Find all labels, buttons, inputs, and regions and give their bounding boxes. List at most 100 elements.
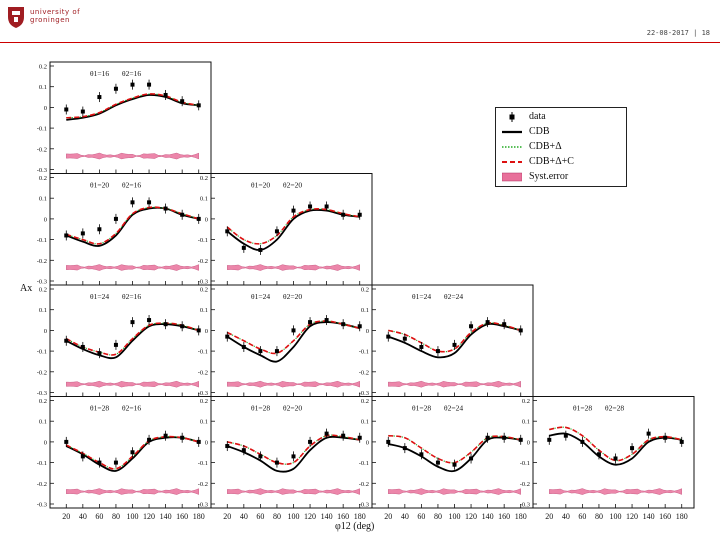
data-point <box>324 431 329 436</box>
panel-7: 0.2 0.1 0 -0.1 -0.2 -0.3 20 40 60 80 100 120 140 160 1… <box>37 396 212 521</box>
y-tick-label: -0.2 <box>198 258 208 265</box>
y-tick-label: 0.1 <box>39 196 47 203</box>
data-point <box>97 95 102 100</box>
legend-item-cdb-delta-c: CDB+Δ+C <box>496 155 626 169</box>
data-point <box>357 212 362 217</box>
data-point <box>130 82 135 87</box>
data-point <box>225 334 230 339</box>
theta2-label: θ2=20 <box>283 181 302 190</box>
data-point <box>547 437 552 442</box>
y-tick-label: 0 <box>44 328 47 335</box>
data-point <box>113 86 118 91</box>
y-tick-label: -0.1 <box>37 349 47 356</box>
slide-info: 22-08-2017 | 18 <box>647 29 710 37</box>
theta2-label: θ2=24 <box>444 404 463 413</box>
x-tick-label: 160 <box>337 512 349 521</box>
data-point <box>163 92 168 97</box>
x-tick-label: 80 <box>273 512 281 521</box>
syst-error-band <box>66 380 199 388</box>
data-point <box>469 324 474 329</box>
data-point <box>113 342 118 347</box>
y-tick-label: -0.1 <box>198 349 208 356</box>
data-point <box>435 349 440 354</box>
y-tick-label: 0 <box>44 216 47 223</box>
legend-line-cdb-delta <box>502 146 522 148</box>
y-tick-label: 0.1 <box>361 419 369 426</box>
y-tick-label: -0.2 <box>37 146 47 153</box>
data-point <box>130 320 135 325</box>
logo-line-2: groningen <box>30 16 70 24</box>
y-tick-label: -0.1 <box>198 237 208 244</box>
syst-error-band <box>549 488 682 495</box>
cdb-delta-c-curve <box>226 320 360 355</box>
data-point <box>241 344 246 349</box>
cdb-curve <box>65 206 199 247</box>
x-tick-label: 80 <box>434 512 442 521</box>
panel-2: 0.2 0.1 0 -0.1 -0.2 -0.3 θ1=20 θ2=16 <box>37 173 212 286</box>
x-tick-label: 120 <box>465 512 477 521</box>
x-tick-label: 80 <box>112 512 120 521</box>
data-point <box>163 322 168 327</box>
panel-frame <box>371 284 534 397</box>
panel-8: 0.2 0.1 0 -0.1 -0.2 -0.3 20 40 60 80 100 120 140 160 1… <box>198 396 373 521</box>
y-tick-label: 0.1 <box>200 419 208 426</box>
x-tick-label: 40 <box>240 512 248 521</box>
data-point <box>402 336 407 341</box>
x-tick-label: 80 <box>595 512 603 521</box>
data-point <box>291 328 296 333</box>
y-tick-label: 0.2 <box>39 398 47 405</box>
y-tick-label: 0.1 <box>39 419 47 426</box>
theta2-label: θ2=28 <box>605 404 624 413</box>
data-point <box>663 435 668 440</box>
x-tick-label: 140 <box>160 512 172 521</box>
x-axis-title: φ12 (deg) <box>335 521 374 532</box>
header-rule <box>0 42 720 43</box>
x-tick-label: 60 <box>95 512 103 521</box>
legend-marker-data <box>509 112 515 122</box>
header-bar: university of groningen 22-08-2017 | 18 <box>0 0 720 44</box>
syst-error-band <box>388 380 521 388</box>
data-point <box>469 456 474 461</box>
slide-date: 22-08-2017 <box>646 29 689 37</box>
y-tick-label: 0.2 <box>522 398 530 405</box>
y-tick-label: 0.1 <box>200 307 208 314</box>
theta1-label: θ1=28 <box>90 404 109 413</box>
panel-10: 0.2 0.1 0 -0.1 -0.2 -0.3 20 40 60 80 100 120 140 160 1… <box>520 396 695 521</box>
legend-line-cdb-delta-c <box>502 161 522 163</box>
data-point <box>97 227 102 232</box>
y-tick-label: -0.3 <box>359 502 369 509</box>
x-tick-label: 120 <box>304 512 316 521</box>
y-tick-label: 0 <box>205 216 208 223</box>
y-tick-label: -0.1 <box>37 237 47 244</box>
x-tick-label: 180 <box>354 512 366 521</box>
legend-label-data: data <box>529 111 546 122</box>
y-tick-label: -0.1 <box>359 460 369 467</box>
syst-error-band <box>227 264 360 271</box>
x-tick-label: 140 <box>482 512 494 521</box>
syst-error-band <box>66 264 199 271</box>
y-tick-label: -0.1 <box>520 460 530 467</box>
y-tick-label: -0.3 <box>37 279 47 286</box>
x-tick-label: 20 <box>384 512 392 521</box>
x-tick-label: 40 <box>562 512 570 521</box>
data-point <box>196 439 201 444</box>
data-point <box>196 328 201 333</box>
y-tick-label: 0 <box>44 105 47 112</box>
cdb-curve <box>65 323 199 360</box>
x-tick-label: 120 <box>143 512 155 521</box>
theta2-label: θ2=16 <box>122 69 141 78</box>
theta1-label: θ1=28 <box>412 404 431 413</box>
legend-label-syst-error: Syst.error <box>529 171 569 182</box>
y-tick-label: 0.1 <box>39 84 47 91</box>
cdb-delta-c-curve <box>66 206 199 245</box>
data-point <box>80 344 85 349</box>
x-tick-label: 100 <box>288 512 300 521</box>
panel-5: 0.2 0.1 0 -0.1 -0.2 -0.3 θ1=24 θ2=20 <box>198 284 373 397</box>
x-tick-label: 180 <box>515 512 527 521</box>
cdb-curve <box>66 94 199 121</box>
y-tick-label: -0.2 <box>37 369 47 376</box>
data-point <box>341 433 346 438</box>
legend-label-cdb: CDB <box>529 126 550 137</box>
legend-label-cdb-delta-c: CDB+Δ+C <box>529 156 574 167</box>
